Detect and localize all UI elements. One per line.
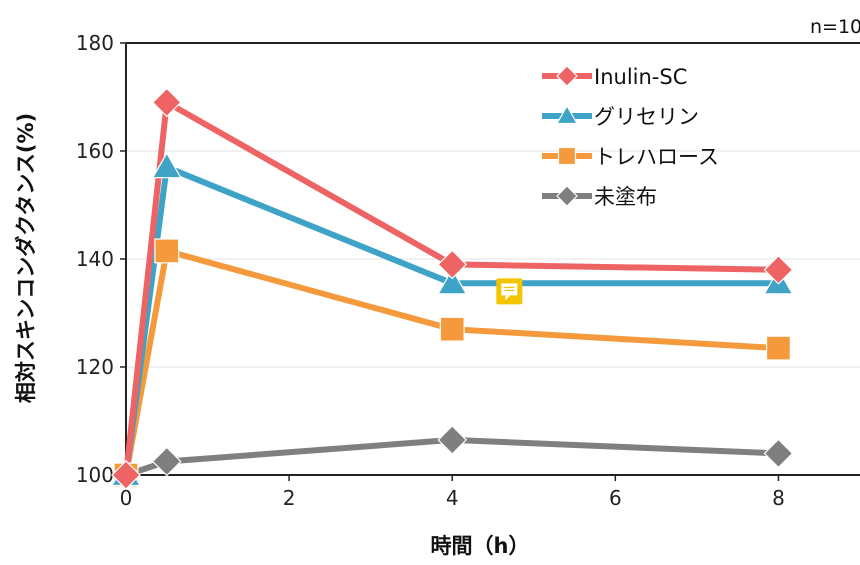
series-lines xyxy=(123,99,782,478)
data-point xyxy=(111,460,141,490)
tick-labels: 100 120 140 160 180 0 2 4 6 8 xyxy=(76,31,785,510)
y-tick-label: 160 xyxy=(76,139,114,163)
data-point xyxy=(151,87,182,118)
y-axis-title: 相対スキンコンダクタンス(%) xyxy=(14,113,38,403)
data-point xyxy=(151,151,182,179)
y-tick-label: 100 xyxy=(76,463,114,487)
data-point xyxy=(439,316,465,342)
series-line-0 xyxy=(123,99,782,478)
legend-item: トレハロース xyxy=(542,145,719,169)
series-line-3 xyxy=(123,436,782,478)
data-point xyxy=(437,425,468,455)
x-tick-label: 2 xyxy=(283,486,296,510)
y-tick-label: 120 xyxy=(76,355,114,379)
data-point xyxy=(437,268,468,295)
data-point xyxy=(763,438,794,469)
legend-label: 未塗布 xyxy=(594,185,657,209)
series-markers xyxy=(110,87,794,490)
x-tick-label: 0 xyxy=(120,486,133,510)
y-tick-label: 140 xyxy=(76,247,114,271)
legend-item: グリセリン xyxy=(542,104,699,129)
gridlines xyxy=(126,150,860,368)
legend-item: 未塗布 xyxy=(542,185,657,209)
x-axis-title: 時間（h） xyxy=(431,534,530,558)
x-tick-label: 8 xyxy=(772,486,785,510)
legend-label: トレハロース xyxy=(594,145,719,169)
series-line-1 xyxy=(123,164,782,478)
legend-label: Inulin-SC xyxy=(594,65,687,89)
sample-size-note: n=10 xyxy=(810,16,860,38)
data-point xyxy=(765,335,791,361)
legend-item: Inulin-SC xyxy=(542,65,687,89)
y-tick-label: 180 xyxy=(76,31,114,55)
legend-marker xyxy=(557,146,577,166)
data-point xyxy=(154,238,180,264)
series-line-2 xyxy=(123,247,782,478)
comment-icon[interactable] xyxy=(496,278,523,305)
legend-label: グリセリン xyxy=(594,105,699,129)
x-tick-label: 4 xyxy=(446,486,459,510)
x-tick-label: 6 xyxy=(609,486,622,510)
legend-marker xyxy=(556,185,578,207)
legend-marker xyxy=(555,104,579,125)
data-point xyxy=(437,249,468,280)
data-point xyxy=(151,446,182,477)
annotations xyxy=(496,278,523,305)
data-point xyxy=(763,254,794,285)
legend-marker xyxy=(556,65,578,87)
